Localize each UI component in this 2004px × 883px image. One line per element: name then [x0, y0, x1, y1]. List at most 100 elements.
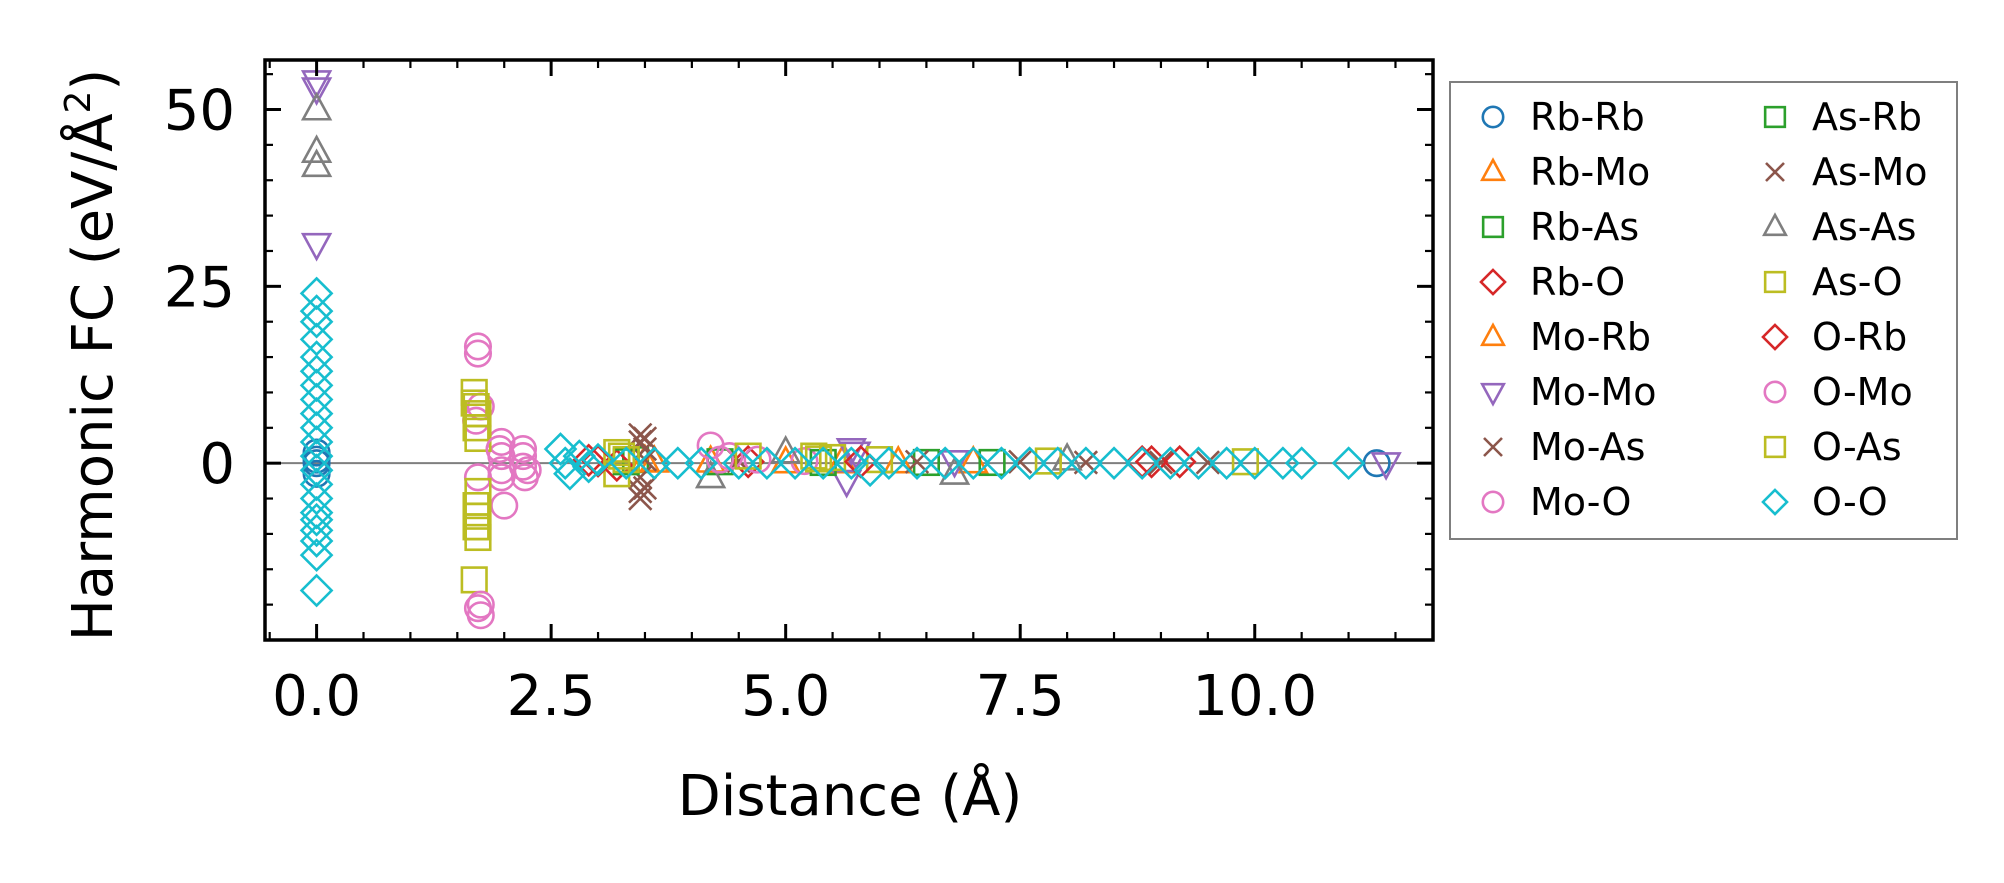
data-point [571, 443, 606, 478]
data-point [460, 566, 488, 594]
legend-label: Rb-Rb [1530, 95, 1645, 139]
data-point [840, 441, 872, 471]
data-point [956, 446, 991, 481]
data-point [938, 456, 971, 485]
legend-item: O-O [1761, 480, 1888, 524]
plot-frame [263, 58, 1435, 642]
data-point [1231, 448, 1259, 476]
data-point [834, 446, 869, 481]
data-point [912, 448, 940, 477]
data-point [508, 434, 538, 464]
series-mo-mo [300, 70, 1402, 499]
legend-marker [1480, 157, 1506, 182]
data-point [684, 446, 719, 481]
data-point [1195, 450, 1221, 475]
legend-label: Mo-O [1530, 480, 1631, 524]
data-point [462, 414, 490, 442]
legend: Rb-Rb Rb-Mo Rb-As Rb-O Mo-Rb Mo-Mo Mo-As Mo-O As… [1449, 81, 1958, 540]
data-point [1331, 446, 1366, 481]
data-point [548, 446, 583, 481]
legend-label: Rb-As [1530, 205, 1639, 249]
data-point [1370, 452, 1402, 481]
data-point [1069, 446, 1103, 481]
legend-label: Rb-Mo [1530, 150, 1650, 194]
legend-marker [1761, 323, 1789, 351]
legend-item: O-Mo [1763, 370, 1913, 414]
legend-marker [1480, 322, 1506, 347]
data-point [299, 538, 334, 572]
data-point [1034, 447, 1062, 475]
legend-label: Mo-As [1530, 425, 1645, 469]
data-point [463, 339, 493, 368]
data-point [464, 424, 492, 453]
legend-label: Rb-O [1530, 260, 1625, 304]
legend-label: O-O [1812, 480, 1888, 524]
data-point [300, 77, 333, 107]
data-point [1181, 446, 1216, 481]
data-point [1153, 446, 1188, 481]
data-point [637, 446, 672, 481]
data-point [632, 426, 658, 451]
data-point [1284, 446, 1319, 481]
data-point [299, 276, 334, 311]
y-axis-title: Harmonic FC (eV/Å2) [58, 69, 126, 642]
data-point [466, 590, 495, 619]
data-point [299, 294, 334, 328]
series-o-mo [466, 434, 735, 619]
data-point [806, 446, 841, 481]
legend-marker [1480, 382, 1506, 407]
legend-label: As-O [1812, 260, 1902, 304]
legend-marker [1763, 270, 1787, 294]
legend-item: Mo-Rb [1480, 315, 1651, 359]
legend-marker [1481, 490, 1505, 514]
data-point [300, 232, 333, 262]
x-tick-label: 5.0 [741, 664, 830, 729]
data-point [464, 477, 492, 506]
legend-item: O-Rb [1761, 315, 1907, 359]
data-point [299, 502, 334, 537]
data-point [928, 446, 962, 481]
data-point [830, 469, 863, 499]
legend-item: Rb-O [1479, 260, 1625, 304]
legend-item: Rb-Rb [1481, 95, 1645, 139]
legend-item: As-Mo [1765, 150, 1928, 194]
data-point [978, 448, 1006, 477]
data-point [778, 446, 812, 481]
legend-label: Mo-Mo [1530, 370, 1657, 414]
data-point [464, 513, 492, 541]
legend-item: Rb-Mo [1480, 150, 1650, 194]
series-o-o [299, 276, 1366, 608]
data-point [609, 446, 644, 481]
data-point [300, 134, 333, 164]
data-point [299, 524, 334, 558]
series-as-o [460, 378, 1259, 594]
data-point [628, 486, 653, 511]
data-point [1148, 450, 1174, 475]
y-tick-label: 50 [164, 79, 235, 144]
data-point [463, 463, 493, 492]
legend-item: Mo-Mo [1480, 370, 1657, 414]
x-tick-label: 7.5 [976, 664, 1065, 729]
data-point [1097, 446, 1131, 481]
x-tick-label: 2.5 [507, 664, 596, 729]
data-point [900, 446, 934, 481]
y-axis-title-main: Harmonic FC (eV/Å [60, 113, 126, 641]
legend-marker [1763, 380, 1787, 404]
data-point [513, 456, 542, 485]
data-point [1209, 446, 1244, 481]
data-point [872, 446, 906, 481]
legend-label: O-Rb [1812, 315, 1907, 359]
series-mo-o [462, 332, 819, 630]
data-point [705, 445, 735, 474]
legend-marker [1481, 215, 1505, 239]
data-point [628, 479, 653, 504]
legend-marker [1479, 268, 1507, 296]
legend-item: As-O [1763, 260, 1902, 304]
legend-item: Mo-O [1481, 480, 1631, 524]
data-point [1008, 449, 1033, 474]
x-tick-label: 0.0 [272, 664, 361, 729]
x-axis-title: Distance (Å) [678, 763, 1023, 829]
x-tick-label: 10.0 [1192, 664, 1317, 729]
legend-marker [1765, 162, 1785, 182]
